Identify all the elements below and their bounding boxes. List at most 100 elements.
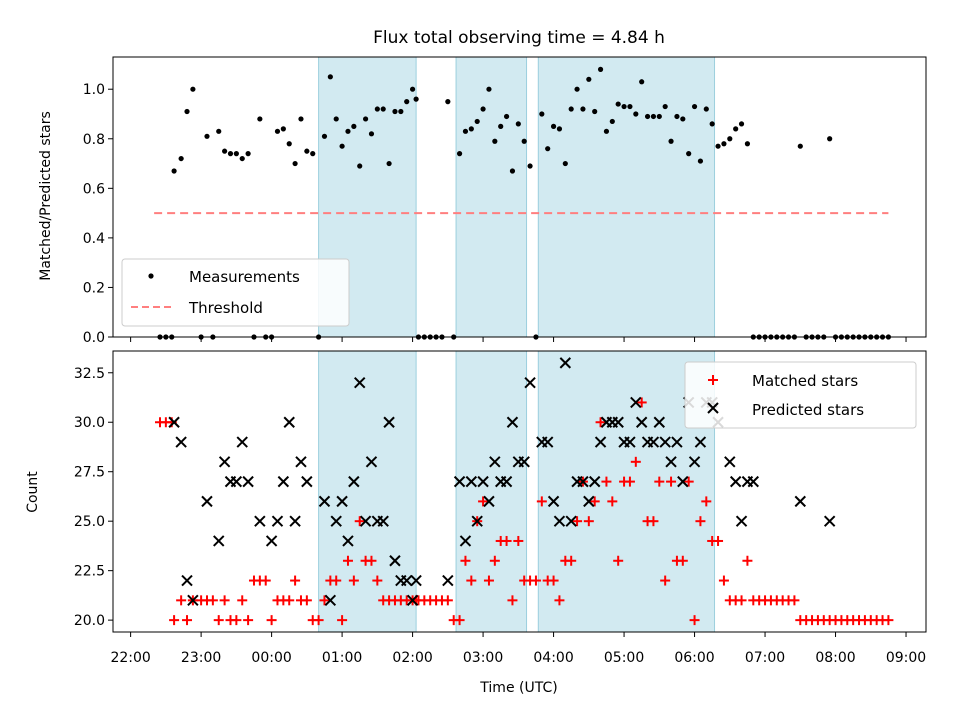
matched-stars-point — [176, 595, 187, 606]
predicted-stars-point — [301, 475, 313, 488]
predicted-stars-point — [583, 495, 595, 508]
measurement-point — [797, 143, 803, 149]
measurement-point — [609, 118, 615, 125]
predicted-stars-point — [383, 416, 395, 428]
predicted-stars-point — [359, 515, 372, 527]
predicted-stars-point — [524, 376, 536, 389]
predicted-stars-point — [265, 535, 278, 547]
measurement-point — [686, 151, 692, 157]
measurement-point — [333, 116, 339, 122]
x-tick-label: 06:00 — [674, 650, 714, 666]
measurement-point — [339, 143, 345, 149]
predicted-stars-point — [489, 456, 501, 468]
top-axes: 0.0 0.2 0.4 0.6 0.8 1.0 — [83, 56, 927, 346]
measurement-point — [539, 111, 545, 117]
matched-stars-point — [319, 595, 330, 606]
measurement-point — [709, 121, 715, 127]
measurement-point — [345, 128, 351, 134]
measurement-point — [310, 151, 316, 157]
matched-stars-point — [260, 575, 271, 586]
matched-stars-point — [460, 555, 471, 566]
y-tick-label: 0.0 — [83, 330, 105, 346]
matched-stars-point — [648, 516, 659, 527]
predicted-stars-point — [187, 594, 199, 607]
measurements-legend-marker — [148, 273, 154, 279]
measurement-point — [304, 148, 310, 154]
measurement-point — [190, 86, 196, 92]
matched-stars-point — [284, 595, 295, 606]
measurement-point — [298, 116, 304, 122]
measurement-point — [509, 168, 516, 174]
measurement-point — [621, 103, 627, 110]
matched-stars-point — [237, 595, 248, 606]
measurement-point — [239, 155, 245, 162]
predicted-stars-point — [354, 376, 366, 389]
predicted-legend-label: Predicted stars — [752, 401, 864, 419]
predicted-stars-point — [442, 574, 454, 587]
measurement-point — [498, 123, 504, 129]
matched-stars-point — [489, 555, 500, 566]
predicted-legend-marker — [707, 402, 719, 414]
matched-stars-point — [742, 555, 753, 566]
measurement-point — [603, 128, 610, 134]
measurement-point — [733, 126, 739, 132]
measurement-point — [521, 138, 527, 144]
matched-stars-point — [219, 595, 230, 606]
matched-stars-point — [290, 575, 301, 586]
x-tick-label: 05:00 — [604, 650, 644, 666]
matched-stars-point — [366, 555, 377, 566]
y-tick-label: 0.8 — [83, 132, 105, 148]
matched-stars-point — [483, 575, 494, 586]
predicted-stars-point — [477, 475, 489, 488]
predicted-stars-point — [271, 515, 284, 527]
y-tick-label: 20.0 — [74, 613, 105, 629]
measurement-point — [827, 136, 833, 142]
matched-stars-point — [601, 476, 612, 487]
measurement-point — [357, 163, 363, 169]
measurement-point — [462, 128, 469, 134]
predicted-stars-point — [794, 495, 806, 508]
predicted-stars-point — [242, 475, 254, 488]
chart-title: Flux total observing time = 4.84 h — [373, 28, 665, 48]
matched-stars-point — [313, 615, 324, 626]
predicted-stars-point — [665, 456, 677, 468]
matched-stars-point — [595, 417, 606, 428]
measurement-point — [597, 66, 604, 72]
matched-stars-point — [501, 535, 512, 546]
predicted-stars-point — [377, 515, 389, 527]
measurement-point — [592, 108, 598, 115]
measurement-point — [680, 116, 686, 122]
matched-stars-point — [701, 496, 712, 507]
matched-legend-marker — [708, 375, 718, 385]
matched-stars-point — [331, 575, 342, 586]
predicted-stars-point — [213, 535, 225, 547]
predicted-stars-point — [729, 475, 742, 488]
measurement-point — [486, 86, 492, 92]
measurement-point — [351, 123, 357, 129]
matched-stars-point — [478, 496, 489, 507]
matched-stars-point — [636, 397, 647, 408]
measurement-point — [674, 113, 680, 120]
matched-stars-point — [348, 575, 359, 586]
top-observing-windows — [318, 56, 716, 338]
bottom-y-axis-label: Count — [25, 471, 41, 513]
matched-stars-point — [624, 476, 635, 487]
matched-stars-point — [442, 595, 453, 606]
measurement-point — [550, 123, 557, 129]
measurement-point — [233, 151, 239, 157]
predicted-stars-point — [295, 456, 307, 468]
measurement-point — [662, 103, 668, 110]
measurement-point — [586, 76, 592, 82]
matched-stars-point — [507, 595, 518, 606]
matched-legend-label: Matched stars — [752, 372, 858, 390]
measurement-point — [227, 151, 234, 157]
matched-stars-point — [342, 555, 353, 566]
matched-stars-point — [554, 595, 565, 606]
predicted-stars-point — [541, 436, 554, 448]
predicted-stars-point — [181, 574, 193, 587]
predicted-stars-point — [283, 416, 295, 428]
measurement-point — [445, 99, 451, 105]
matched-stars-point — [677, 555, 688, 566]
matched-stars-point — [683, 476, 694, 487]
